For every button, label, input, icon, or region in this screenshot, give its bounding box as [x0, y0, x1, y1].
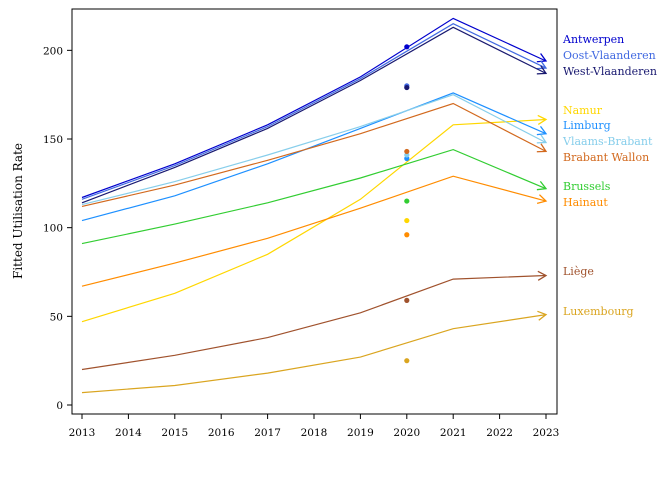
series-label: Antwerpen — [562, 33, 624, 46]
series-lines — [81, 17, 548, 394]
x-axis: 2013 2014 2015 2016 2017 2018 2019 2020 2021 2022… — [69, 414, 560, 439]
series-line — [81, 175, 547, 287]
series-end-arrow — [536, 194, 548, 204]
series-label: Luxembourg — [563, 305, 634, 318]
series-label: Limburg — [563, 119, 611, 132]
series-line — [81, 274, 547, 371]
x-tick-label: 2018 — [301, 427, 328, 439]
x-tick-label: 2019 — [347, 427, 374, 439]
series-end-arrow — [537, 270, 548, 281]
y-axis: 0 50 100 150 200 — [43, 45, 72, 412]
series-end-arrow — [537, 114, 548, 125]
observed-point — [404, 148, 410, 155]
series-end-arrow — [536, 143, 548, 153]
x-tick-label: 2021 — [440, 427, 467, 439]
series-line — [81, 148, 547, 245]
plot-frame — [71, 8, 558, 415]
series-label: Brabant Wallon — [563, 151, 649, 164]
series-end-arrow — [536, 60, 548, 70]
series-label: Oost-Vlaanderen — [563, 49, 656, 62]
series-end-arrow — [536, 181, 548, 191]
observed-point — [404, 84, 410, 91]
x-tick-label: 2016 — [208, 427, 235, 439]
series-line — [81, 17, 547, 199]
series-line — [81, 94, 547, 206]
series-labels: Antwerpen Oost-Vlaanderen West-Vlaanderen N… — [562, 33, 657, 318]
series-line — [81, 118, 547, 323]
x-tick-label: 2022 — [486, 427, 513, 439]
y-tick-label: 100 — [43, 223, 63, 235]
x-tick-label: 2023 — [533, 427, 560, 439]
series-line — [81, 23, 547, 200]
x-tick-label: 2015 — [161, 427, 188, 439]
series-line — [81, 26, 547, 204]
series-line — [81, 92, 547, 222]
series-label: Brussels — [563, 180, 611, 193]
series-label: West-Vlaanderen — [563, 65, 657, 78]
y-axis-title: Fitted Utilisation Rate — [11, 143, 25, 279]
series-end-arrow — [536, 125, 548, 136]
y-tick-label: 150 — [43, 134, 63, 146]
series-label: Vlaams-Brabant — [562, 135, 653, 148]
x-tick-label: 2020 — [393, 427, 420, 439]
observed-point — [404, 44, 410, 50]
series-end-arrow — [536, 53, 548, 63]
series-end-arrow — [536, 65, 548, 75]
series-end-arrow — [536, 134, 548, 144]
x-tick-label: 2013 — [69, 427, 96, 439]
series-label: Liège — [563, 265, 594, 278]
y-tick-label: 50 — [50, 311, 63, 323]
x-tick-label: 2014 — [115, 427, 142, 439]
observed-points — [404, 44, 410, 364]
series-line — [81, 314, 547, 394]
x-tick-label: 2017 — [254, 427, 281, 439]
observed-point — [404, 232, 410, 238]
observed-point — [404, 217, 410, 224]
series-label: Namur — [563, 104, 603, 117]
observed-point — [404, 297, 410, 303]
observed-point — [404, 358, 410, 364]
y-tick-label: 0 — [56, 400, 63, 412]
series-label: Hainaut — [563, 196, 608, 209]
series-line — [81, 102, 547, 207]
y-tick-label: 200 — [43, 45, 63, 57]
observed-point — [404, 198, 410, 204]
series-end-arrow — [537, 310, 548, 321]
